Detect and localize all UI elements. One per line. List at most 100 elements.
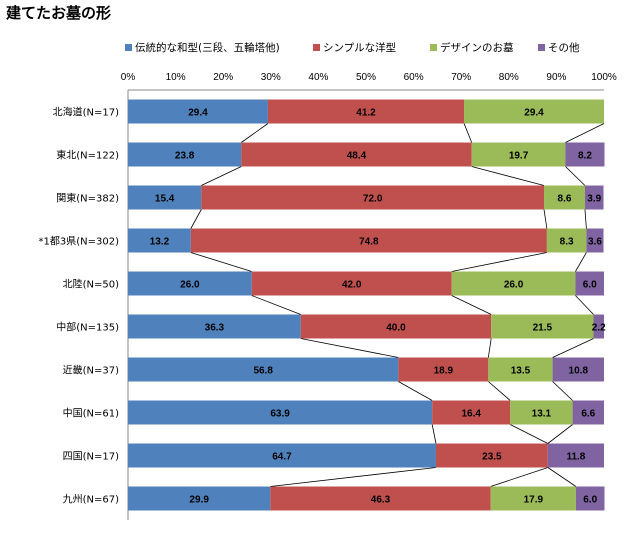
legend-entry: デザインのお墓: [440, 41, 514, 54]
data-label: 29.4: [188, 108, 208, 119]
legend-swatch: [313, 44, 320, 51]
category-label: 中国(N=61): [63, 407, 119, 420]
series-connector-line: [241, 123, 269, 143]
bar-segment: [128, 357, 399, 382]
data-label: 13.1: [532, 409, 552, 420]
series-connector-line: [201, 166, 242, 186]
data-label: 29.4: [524, 108, 544, 119]
bar-segment: [593, 314, 604, 339]
bar-segment: [584, 185, 604, 210]
legend-swatch: [125, 44, 132, 51]
series-connector-line: [398, 381, 433, 401]
series-connector-line: [190, 252, 252, 272]
bar-segment: [510, 400, 573, 425]
legend-swatch: [538, 44, 545, 51]
data-label: 13.5: [511, 366, 531, 377]
bar-segment: [491, 314, 594, 339]
category-label: 北陸(N=50): [63, 278, 119, 291]
data-label: 8.3: [560, 237, 574, 248]
data-label: 3.6: [588, 237, 602, 248]
bar-segment: [575, 486, 605, 511]
bar-segment: [251, 271, 452, 296]
bar-segment: [547, 443, 604, 468]
category-label: 北海道(N=17): [53, 106, 119, 119]
x-tick-label: 40%: [308, 72, 328, 83]
category-label: 四国(N=17): [63, 451, 119, 463]
bar-segment: [128, 314, 301, 339]
bar-segment: [300, 314, 492, 339]
series-connector-line: [451, 252, 547, 272]
bar-segment: [565, 142, 605, 167]
data-label: 26.0: [504, 280, 524, 291]
bar-segment: [435, 443, 548, 468]
series-connector-line: [575, 295, 594, 315]
data-label: 29.9: [189, 495, 209, 506]
x-tick-label: 90%: [546, 72, 566, 83]
bar-segment: [552, 357, 604, 382]
x-tick-label: 70%: [451, 72, 471, 83]
bar-segment: [128, 271, 252, 296]
bar-segment: [128, 443, 436, 468]
category-label: 近畿(N=37): [63, 364, 119, 377]
bar-segment: [190, 228, 547, 253]
page-title: 建てたお墓の形: [6, 4, 112, 22]
data-label: 19.7: [509, 151, 529, 162]
legend-entry: シンプルな洋型: [323, 41, 396, 54]
category-label: 九州(N=67): [63, 494, 119, 506]
x-tick-label: 20%: [213, 72, 233, 83]
series-connector-line: [431, 424, 437, 444]
series-connector-line: [463, 123, 473, 143]
series-connector-line: [270, 467, 437, 487]
data-label: 16.4: [461, 409, 481, 420]
series-connector-line: [584, 209, 587, 229]
data-label: 23.5: [482, 452, 502, 463]
bar-segment: [546, 228, 587, 253]
data-label: 64.7: [272, 452, 292, 463]
series-connector-line: [543, 209, 548, 229]
series-connector-line: [488, 381, 511, 401]
series-connector-line: [490, 467, 548, 487]
data-label: 46.3: [371, 495, 391, 506]
bar-segment: [471, 142, 566, 167]
data-label: 72.0: [363, 194, 383, 205]
category-label: 関東(N=382): [56, 192, 119, 205]
series-connector-line: [451, 295, 492, 315]
bar-segment: [241, 142, 472, 167]
legend-entry: その他: [548, 41, 580, 54]
bar-segment: [464, 99, 604, 124]
bar-segment: [398, 357, 489, 382]
x-tick-label: 80%: [499, 72, 519, 83]
series-connector-line: [471, 166, 545, 186]
data-label: 6.0: [583, 280, 597, 291]
category-label: *1都3県(N=302): [39, 236, 120, 248]
x-tick-label: 60%: [404, 72, 424, 83]
data-label: 13.2: [150, 237, 170, 248]
data-label: 56.8: [253, 366, 273, 377]
data-label: 26.0: [180, 280, 200, 291]
bar-segment: [128, 99, 268, 124]
category-label: 中部(N=135): [56, 321, 119, 334]
bar-segment: [488, 357, 553, 382]
bar-segment: [128, 400, 433, 425]
data-label: 41.2: [356, 108, 376, 119]
bar-segment: [586, 228, 604, 253]
series-connector-line: [575, 252, 587, 272]
series-connector-line: [565, 123, 605, 143]
data-label: 23.8: [175, 151, 195, 162]
data-label: 21.5: [533, 323, 553, 334]
x-tick-label: 100%: [591, 72, 617, 83]
data-label: 11.8: [566, 452, 585, 463]
bar-segment: [201, 185, 545, 210]
data-label: 6.6: [581, 409, 595, 420]
data-label: 40.0: [386, 323, 406, 334]
data-label: 6.0: [583, 495, 597, 506]
x-tick-label: 0%: [121, 72, 136, 83]
series-connector-line: [552, 381, 573, 401]
data-label: 36.3: [205, 323, 225, 334]
series-connector-line: [487, 338, 492, 358]
series-connector-line: [547, 424, 573, 444]
series-connector-line: [190, 209, 202, 229]
data-label: 48.4: [347, 151, 367, 162]
data-label: 42.0: [342, 280, 362, 291]
